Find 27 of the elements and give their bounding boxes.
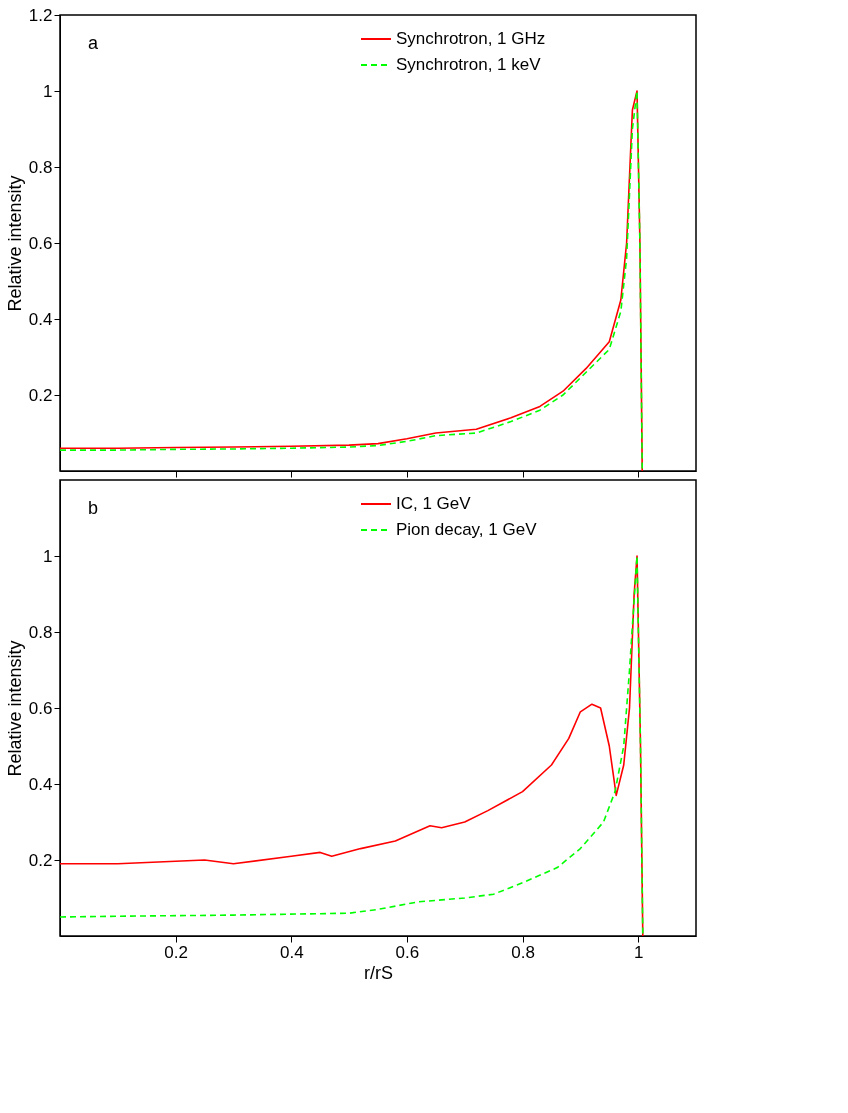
x-tick-label: 0.6	[395, 942, 420, 962]
legend-label: Synchrotron, 1 keV	[396, 55, 542, 74]
annotation: b	[88, 498, 99, 518]
y-tick-label: 0.6	[28, 233, 53, 253]
x-tick-label: 0.4	[279, 942, 304, 962]
y-tick-label: 1.2	[28, 5, 53, 25]
y-tick-label: 0.4	[28, 309, 53, 329]
y-tick-label: 0.8	[28, 157, 53, 177]
y-axis-title: Relative intensity	[4, 175, 25, 312]
x-tick-label: 0.8	[511, 942, 535, 962]
annotation: a	[88, 33, 99, 53]
legend-label: IC, 1 GeV	[396, 494, 472, 513]
y-tick-label: 0.8	[28, 622, 53, 642]
y-axis-title: Relative intensity	[4, 640, 25, 777]
x-axis-title: r/rS	[364, 962, 393, 983]
y-tick-label: 0.4	[28, 774, 53, 794]
legend-label: Pion decay, 1 GeV	[396, 520, 538, 539]
y-tick-label: 1	[43, 81, 53, 101]
x-tick-label: 0.2	[164, 942, 188, 962]
legend-label: Synchrotron, 1 GHz	[396, 29, 546, 48]
x-tick-label: 1	[633, 942, 644, 962]
line-series	[59, 555, 644, 937]
line-series	[59, 90, 644, 472]
y-tick-label: 0.6	[28, 698, 53, 718]
y-tick-label: 1	[43, 546, 53, 566]
y-tick-label: 0.2	[28, 385, 53, 405]
y-tick-label: 0.2	[28, 850, 53, 870]
